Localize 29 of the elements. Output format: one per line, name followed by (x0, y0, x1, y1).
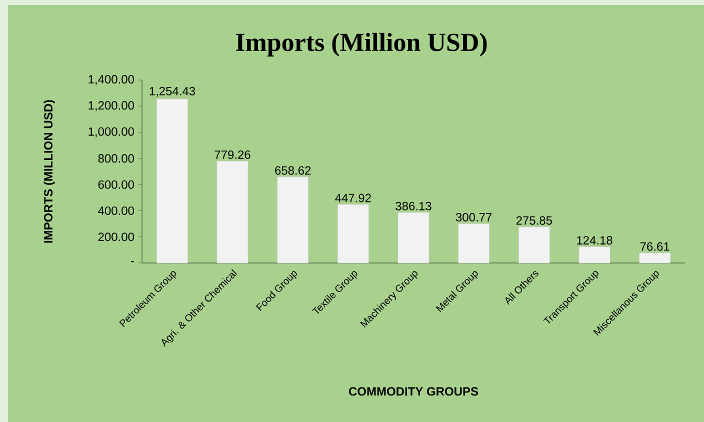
y-tick-label: 1,400.00 (88, 75, 134, 85)
bar (398, 212, 430, 264)
y-tick-label: 1,200.00 (88, 101, 134, 112)
y-tick-label: - (131, 261, 134, 262)
data-label: 76.61 (640, 242, 670, 251)
bar (518, 226, 550, 264)
data-label: 386.13 (396, 202, 432, 210)
chart-title: Imports (Million USD) (236, 32, 487, 56)
data-label: 300.77 (456, 212, 492, 222)
data-label: 1,254.43 (150, 86, 195, 97)
y-tick-label: 600.00 (98, 180, 134, 189)
data-label: 447.92 (335, 194, 371, 202)
y-tick-label: 800.00 (98, 154, 134, 163)
data-label: 275.85 (516, 216, 552, 225)
y-tick-label: 1,000.00 (88, 127, 134, 138)
y-tick-label: 400.00 (98, 206, 134, 215)
bar (639, 252, 671, 264)
bar (277, 176, 309, 264)
bar (578, 246, 610, 264)
bar (337, 204, 369, 264)
data-label: 124.18 (577, 236, 612, 245)
bar (156, 98, 188, 264)
y-axis-title: IMPORTS (MILLION USD) (44, 100, 55, 243)
data-label: 658.62 (275, 166, 311, 175)
data-label: 779.26 (214, 150, 250, 159)
bar (458, 223, 490, 264)
x-axis-title: COMMODITY GROUPS (348, 387, 478, 396)
bar (216, 160, 248, 264)
y-tick-label: 200.00 (98, 232, 134, 242)
